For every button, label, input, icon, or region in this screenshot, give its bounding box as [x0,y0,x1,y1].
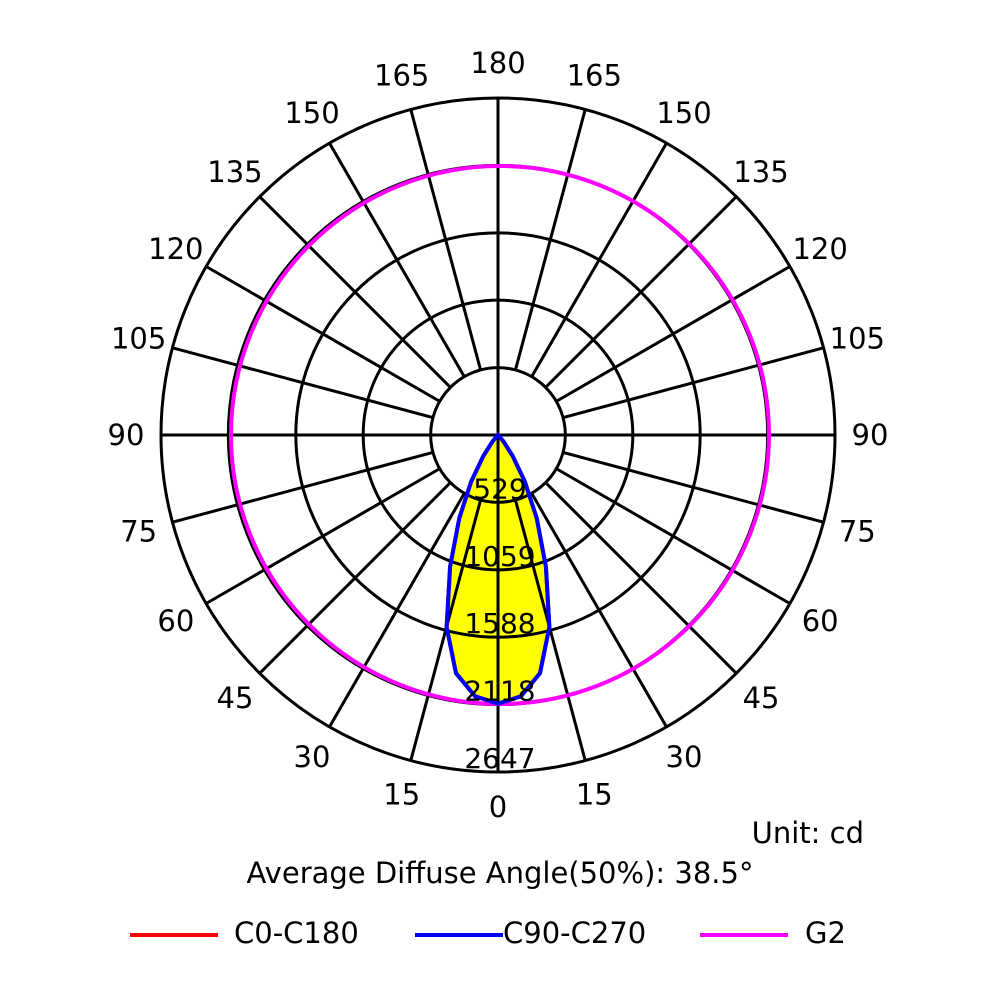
grid-spoke-30 [530,492,668,728]
grid-spoke-150 [530,142,668,378]
legend-label-g2: G2 [805,916,846,950]
unit-label: Unit: cd [751,816,864,850]
angle-label-right: 135 [733,155,788,189]
angle-label-right: 105 [830,322,885,356]
angle-label-right: 0 [489,790,507,824]
radial-tick-label: 1588 [464,607,535,640]
angle-label-left: 30 [294,740,331,774]
grid-spoke-195 [409,109,483,371]
grid-spoke-255 [172,346,434,420]
angle-label-left: 120 [148,232,203,266]
radial-tick-label: 2647 [464,742,535,775]
angle-label-right: 45 [743,681,780,715]
angle-label-left: 45 [217,681,254,715]
grid-spoke-75 [562,450,824,524]
diffuse-angle-label: Average Diffuse Angle(50%): 38.5° [246,856,754,890]
angle-label-left: 165 [374,59,429,93]
angle-label-right: 60 [802,604,839,638]
grid-spoke-330 [328,492,466,728]
angle-label-right: 30 [666,740,703,774]
radial-tick-label: 529 [473,472,526,505]
angle-label-left: 105 [111,322,166,356]
radial-tick-label: 2118 [464,675,535,708]
angle-label-left: 150 [284,96,339,130]
grid-spoke-135 [544,195,738,389]
angle-label-left: 90 [108,418,145,452]
grid-spoke-165 [513,109,587,371]
angle-label-left: 15 [383,777,420,811]
grid-spoke-60 [555,467,791,605]
grid-spoke-285 [172,450,434,524]
series-c90-c270 [444,432,552,706]
angle-label-right: 180 [470,46,525,80]
legend-label-c90: C90-C270 [503,916,647,950]
angle-label-right: 165 [567,59,622,93]
angle-label-right: 150 [656,96,711,130]
angle-label-right: 15 [576,777,613,811]
angle-label-right: 90 [852,418,889,452]
grid-spoke-240 [205,265,441,403]
angle-label-right: 75 [839,514,876,548]
radial-tick-label: 1059 [464,540,535,573]
angle-label-left: 135 [207,155,262,189]
angle-label-left: 75 [120,514,157,548]
grid-spoke-225 [258,195,452,389]
grid-spoke-315 [258,481,452,675]
grid-spoke-45 [544,481,738,675]
grid-spoke-120 [555,265,791,403]
grid-spoke-210 [328,142,466,378]
grid-spoke-105 [562,346,824,420]
legend-label-c0: C0-C180 [234,916,359,950]
legend-swatch-c90 [415,933,503,937]
legend-swatch-g2 [700,933,788,937]
grid-spoke-300 [205,467,441,605]
angle-label-right: 120 [792,232,847,266]
angle-label-left: 60 [157,604,194,638]
legend-swatch-c0 [130,933,218,937]
